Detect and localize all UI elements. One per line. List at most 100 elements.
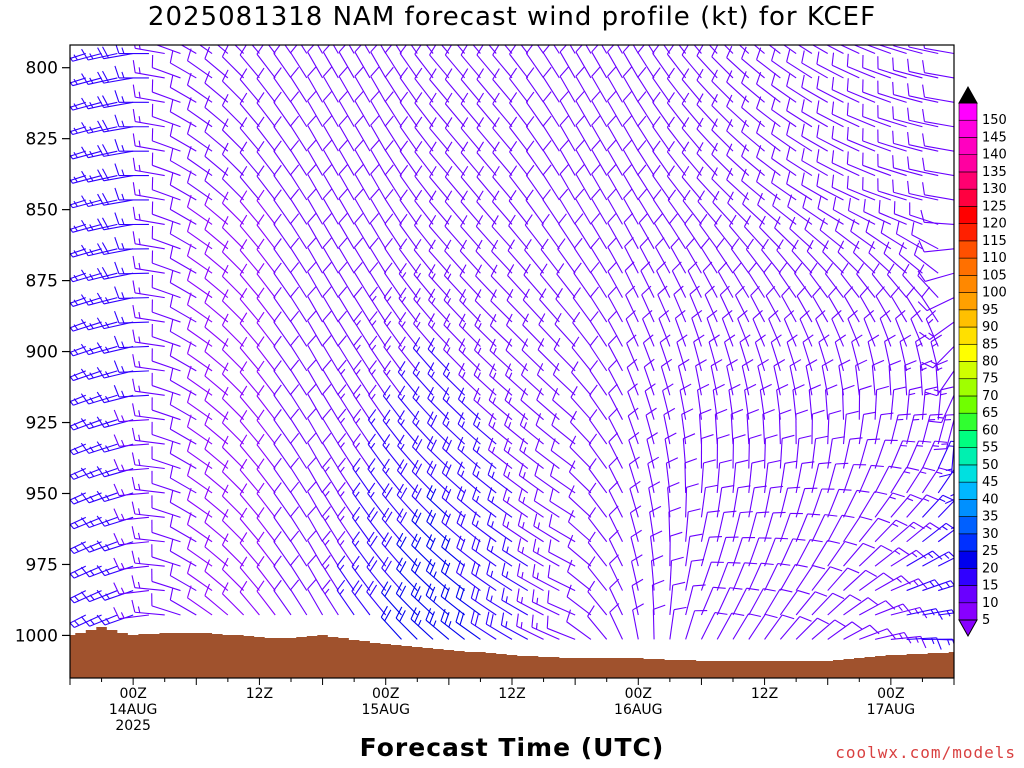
barb-staff (239, 469, 260, 494)
wind-barb (908, 45, 939, 55)
barb-full (398, 311, 407, 324)
barb-staff (476, 54, 497, 79)
wind-barb (808, 384, 822, 420)
barb-full (659, 334, 671, 343)
barb-staff (382, 444, 402, 469)
barb-full (370, 115, 380, 126)
wind-barb (886, 263, 908, 298)
barb-staff (795, 539, 811, 567)
barb-full (352, 457, 361, 469)
wind-barb (273, 384, 292, 421)
barb-staff (506, 324, 529, 347)
barb-full (678, 358, 690, 367)
wind-barb (587, 580, 608, 616)
barb-half (490, 545, 494, 553)
barb-staff (382, 469, 402, 494)
wind-barb (642, 310, 655, 347)
barb-full (757, 358, 769, 367)
barb-half (73, 348, 79, 355)
wind-barb (353, 359, 371, 396)
wind-barb (608, 408, 623, 445)
wind-barb (871, 359, 885, 396)
wind-barb (874, 465, 902, 494)
barb-full (410, 582, 418, 595)
barb-full (290, 555, 300, 566)
barb-full (399, 238, 408, 250)
barb-staff (670, 246, 687, 274)
barb-staff (70, 52, 86, 60)
barb-staff (151, 507, 181, 518)
barb-full (607, 139, 617, 150)
barb-staff (273, 248, 292, 274)
wind-barb (587, 605, 608, 640)
barb-full (442, 436, 449, 449)
barb-half (416, 346, 421, 353)
barb-full (770, 334, 782, 343)
wind-barb (811, 566, 843, 591)
wind-barb (151, 446, 181, 470)
barb-full (131, 526, 136, 539)
wind-barb (779, 460, 798, 494)
barb-staff (671, 270, 687, 298)
barb-full (384, 45, 393, 53)
barb-full (622, 164, 633, 175)
wind-barb (662, 383, 674, 420)
barb-half (385, 443, 390, 450)
barb-staff (858, 517, 879, 543)
barb-full (928, 420, 942, 424)
wind-barb (132, 84, 165, 103)
barb-full (899, 334, 912, 343)
barb-full (426, 460, 433, 473)
barb-half (105, 593, 110, 600)
barb-staff (549, 500, 576, 518)
barb-staff (669, 223, 687, 250)
wind-barb (741, 46, 765, 79)
barb-full (607, 115, 617, 126)
barb-full (697, 20, 703, 31)
barb-staff (693, 45, 702, 54)
wind-barb (622, 45, 639, 79)
colorbar-label: 150 (982, 113, 1007, 128)
barb-full (587, 556, 596, 568)
wind-barb (630, 529, 642, 567)
barb-full (762, 408, 775, 415)
barb-staff (399, 53, 418, 79)
barb-full (221, 338, 229, 350)
barb-staff (693, 341, 702, 372)
barb-full (132, 354, 136, 367)
barb-full (102, 144, 110, 156)
barb-staff (322, 393, 339, 420)
x-tick-label: 14AUG (109, 702, 158, 718)
barb-full (827, 540, 840, 544)
barb-half (371, 295, 377, 302)
wind-barb (132, 403, 165, 421)
barb-full (169, 416, 174, 430)
barb-full (444, 117, 453, 129)
wind-barb (332, 45, 339, 54)
barb-staff (509, 175, 529, 201)
wind-barb (711, 167, 734, 201)
barb-full (221, 264, 229, 277)
barb-half (945, 468, 953, 472)
barb-staff (588, 517, 608, 543)
barb-full (384, 188, 394, 200)
wind-barb (307, 408, 324, 445)
barb-full (239, 239, 248, 251)
barb-staff (681, 176, 702, 201)
barb-full (525, 45, 534, 54)
wind-barb (322, 286, 339, 323)
credit-link[interactable]: coolwx.com/models (835, 743, 1016, 762)
barb-staff (239, 127, 260, 152)
barb-staff (712, 201, 734, 225)
colorbar-label: 25 (982, 544, 999, 559)
barb-full (518, 463, 524, 476)
wind-barb (336, 579, 355, 616)
wind-barb (96, 540, 134, 552)
wind-barb (239, 263, 260, 298)
barb-staff (507, 275, 529, 299)
barb-full (322, 115, 333, 126)
colorbar-label: 10 (982, 596, 999, 611)
wind-barb (827, 540, 858, 567)
barb-full (907, 107, 910, 121)
barb-full (444, 611, 450, 625)
